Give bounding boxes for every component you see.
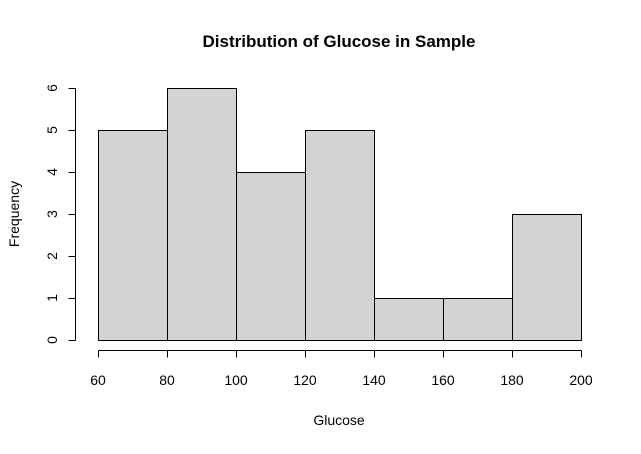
y-tick-label: 2 <box>44 252 60 260</box>
y-axis-label: Frequency <box>6 181 22 247</box>
x-tick-label: 200 <box>569 372 593 388</box>
x-tick-label: 100 <box>224 372 248 388</box>
x-tick-label: 60 <box>90 372 106 388</box>
x-tick-label: 80 <box>159 372 175 388</box>
histogram-bar-6 <box>512 214 582 341</box>
y-tick-label: 3 <box>44 210 60 218</box>
y-tick-label: 4 <box>44 168 60 176</box>
histogram-bar-3 <box>305 130 375 341</box>
y-axis: 0 1 2 3 4 5 6 <box>44 84 76 344</box>
x-axis-label: Glucose <box>313 412 365 428</box>
x-tick-label: 180 <box>500 372 524 388</box>
x-tick-label: 120 <box>293 372 317 388</box>
histogram-bar-2 <box>236 172 306 341</box>
x-tick-label: 140 <box>362 372 386 388</box>
chart-title: Distribution of Glucose in Sample <box>203 32 476 51</box>
bars-group <box>98 88 582 341</box>
histogram-bar-4 <box>374 298 444 341</box>
x-tick-label: 160 <box>431 372 455 388</box>
y-tick-label: 0 <box>44 336 60 344</box>
y-tick-label: 1 <box>44 294 60 302</box>
histogram-bar-5 <box>443 298 513 341</box>
y-tick-label: 5 <box>44 126 60 134</box>
x-axis: 60 80 100 120 140 160 180 200 <box>90 350 593 388</box>
histogram-bar-0 <box>98 130 168 341</box>
y-tick-label: 6 <box>44 84 60 92</box>
histogram-bar-1 <box>167 88 237 341</box>
